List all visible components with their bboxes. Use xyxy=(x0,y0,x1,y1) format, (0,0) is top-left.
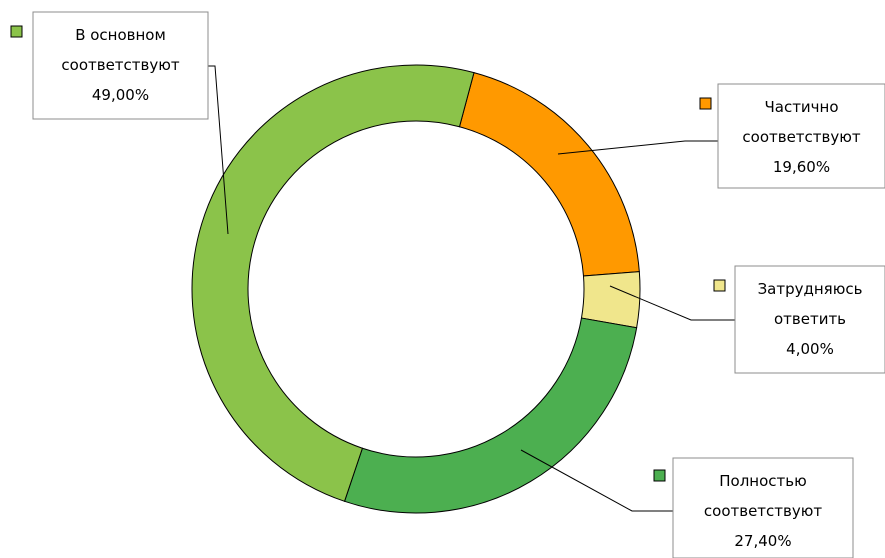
leader-частично xyxy=(557,140,718,155)
data-label-затрудняюсь: 4,00% xyxy=(786,340,834,358)
legend-key-частично xyxy=(699,97,712,110)
legend-key-в-основном xyxy=(10,25,23,38)
legend-key-затрудняюсь xyxy=(713,279,726,292)
label-text-частично: Частично xyxy=(764,98,838,116)
label-text-затрудняюсь: ответить xyxy=(774,310,846,328)
slice-в-основном xyxy=(191,64,475,502)
data-label-полностью: 27,40% xyxy=(734,532,791,550)
label-box-полностью xyxy=(672,457,854,558)
slice-labels: Частично соответствуют 19,60% Затрудняюсь от… xyxy=(10,11,885,558)
leader-полностью xyxy=(520,449,673,512)
label-text-затрудняюсь: Затрудняюсь xyxy=(758,280,863,298)
leader-в-основном xyxy=(208,65,229,235)
leader-lines xyxy=(208,65,735,512)
label-box-частично xyxy=(717,83,885,189)
label-text-полностью: соответствуют xyxy=(704,502,822,520)
leader-затрудняюсь xyxy=(609,285,735,321)
donut-slices xyxy=(191,64,641,514)
slice-полностью xyxy=(343,317,638,514)
label-box-затрудняюсь xyxy=(734,265,885,374)
data-label-в-основном: 49,00% xyxy=(92,86,149,104)
label-text-частично: соответствуют xyxy=(742,128,860,146)
data-label-частично: 19,60% xyxy=(773,158,830,176)
label-box-в-основном xyxy=(32,11,209,120)
label-text-полностью: Полностью xyxy=(719,472,806,490)
label-text-в-основном: соответствуют xyxy=(61,56,179,74)
legend-key-полностью xyxy=(653,469,666,482)
slice-частично xyxy=(458,72,640,277)
label-text-в-основном: В основном xyxy=(75,26,166,44)
